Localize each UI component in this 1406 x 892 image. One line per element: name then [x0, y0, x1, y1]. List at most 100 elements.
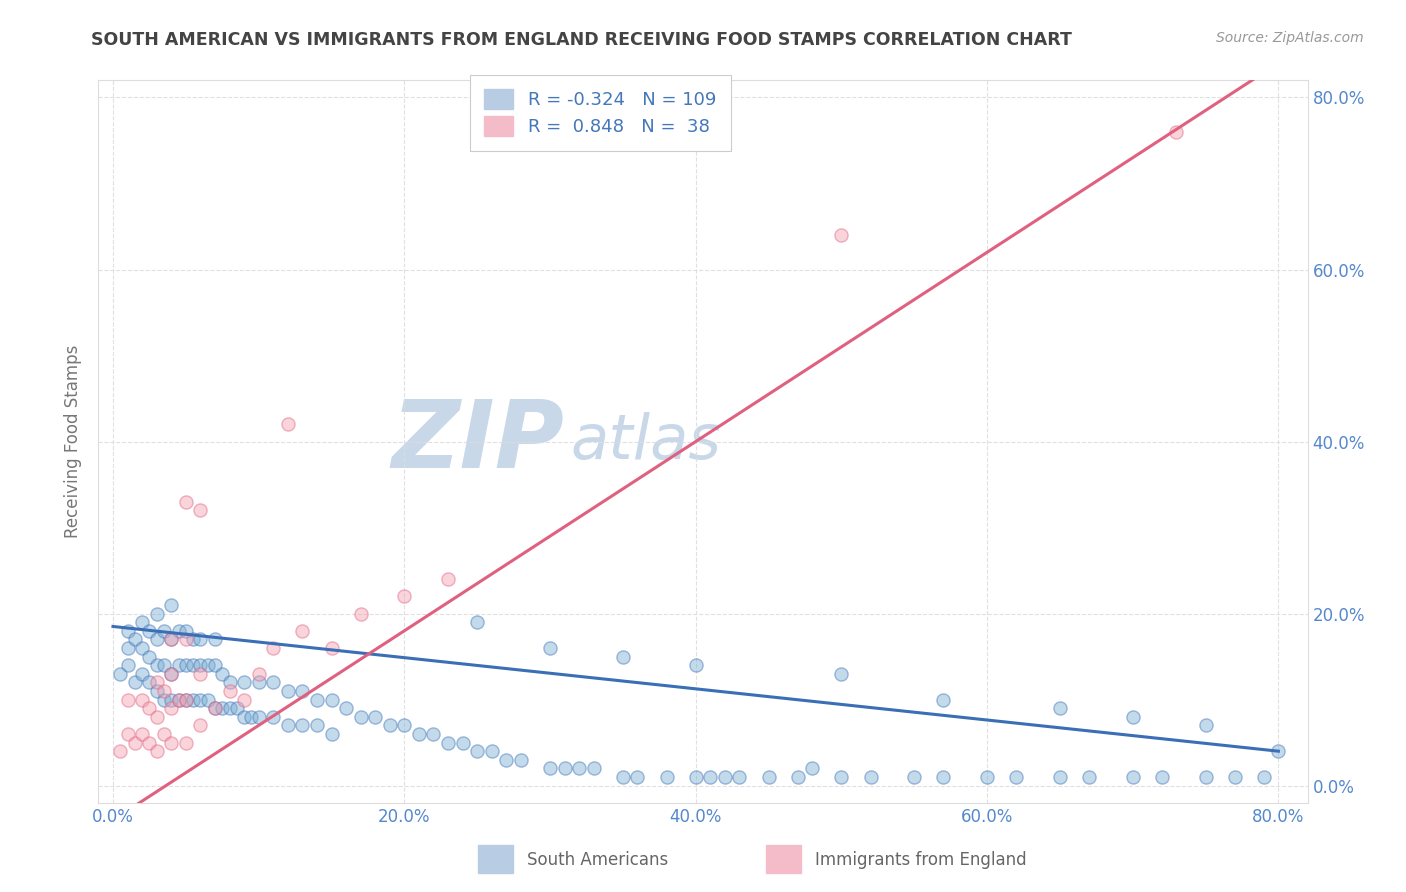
Point — [321, 692, 343, 706]
Point — [422, 727, 444, 741]
Point — [138, 675, 160, 690]
Point — [612, 770, 634, 784]
Point — [153, 692, 176, 706]
Point — [291, 624, 314, 638]
Point — [378, 718, 401, 732]
Point — [394, 718, 416, 732]
Point — [830, 228, 852, 243]
Point — [181, 632, 204, 647]
Text: Immigrants from England: Immigrants from England — [815, 851, 1028, 869]
Point — [350, 710, 373, 724]
Point — [1005, 770, 1028, 784]
Point — [465, 615, 488, 630]
Point — [554, 761, 576, 775]
Point — [233, 675, 256, 690]
Point — [699, 770, 721, 784]
Point — [1253, 770, 1275, 784]
Point — [218, 701, 240, 715]
Text: atlas: atlas — [569, 411, 721, 472]
Point — [305, 692, 328, 706]
Point — [160, 666, 183, 681]
Bar — [478, 846, 513, 873]
Point — [976, 770, 998, 784]
Text: ZIP: ZIP — [391, 395, 564, 488]
Point — [262, 640, 284, 655]
Text: South Americans: South Americans — [527, 851, 668, 869]
Point — [153, 727, 176, 741]
Point — [728, 770, 751, 784]
Point — [1223, 770, 1246, 784]
Point — [174, 494, 197, 508]
Point — [124, 675, 146, 690]
Point — [145, 684, 167, 698]
Point — [174, 692, 197, 706]
Point — [160, 701, 183, 715]
Point — [233, 692, 256, 706]
Point — [277, 417, 299, 432]
Point — [801, 761, 824, 775]
Point — [204, 701, 226, 715]
Point — [124, 632, 146, 647]
Point — [204, 658, 226, 673]
Point — [153, 658, 176, 673]
Point — [350, 607, 373, 621]
Point — [262, 710, 284, 724]
Point — [153, 624, 176, 638]
Point — [247, 666, 270, 681]
Text: Source: ZipAtlas.com: Source: ZipAtlas.com — [1216, 31, 1364, 45]
Point — [451, 735, 474, 749]
Point — [655, 770, 678, 784]
Point — [181, 692, 204, 706]
Point — [830, 666, 852, 681]
Point — [145, 710, 167, 724]
Point — [110, 666, 132, 681]
Point — [160, 632, 183, 647]
Point — [211, 666, 233, 681]
Point — [190, 658, 212, 673]
Point — [218, 684, 240, 698]
Point — [626, 770, 648, 784]
Point — [211, 701, 233, 715]
Point — [138, 735, 160, 749]
Point — [233, 710, 256, 724]
Point — [174, 735, 197, 749]
Point — [145, 675, 167, 690]
Point — [174, 632, 197, 647]
Point — [240, 710, 263, 724]
Point — [714, 770, 737, 784]
Point — [481, 744, 503, 758]
Point — [247, 675, 270, 690]
Point — [138, 649, 160, 664]
Point — [117, 640, 139, 655]
Point — [859, 770, 882, 784]
Point — [685, 658, 707, 673]
Point — [160, 666, 183, 681]
Point — [335, 701, 357, 715]
Point — [145, 658, 167, 673]
Point — [160, 692, 183, 706]
Point — [174, 658, 197, 673]
Point — [138, 701, 160, 715]
Point — [437, 572, 460, 586]
Point — [197, 692, 219, 706]
Point — [190, 692, 212, 706]
Point — [204, 632, 226, 647]
Point — [262, 675, 284, 690]
Point — [218, 675, 240, 690]
Point — [1194, 770, 1216, 784]
Point — [1166, 125, 1188, 139]
Point — [247, 710, 270, 724]
Point — [277, 684, 299, 698]
Point — [138, 624, 160, 638]
Point — [167, 658, 190, 673]
Point — [131, 666, 153, 681]
Point — [190, 718, 212, 732]
Point — [117, 658, 139, 673]
Point — [1122, 710, 1144, 724]
Point — [786, 770, 808, 784]
Point — [197, 658, 219, 673]
Point — [277, 718, 299, 732]
Point — [145, 632, 167, 647]
Point — [495, 753, 517, 767]
Point — [174, 692, 197, 706]
